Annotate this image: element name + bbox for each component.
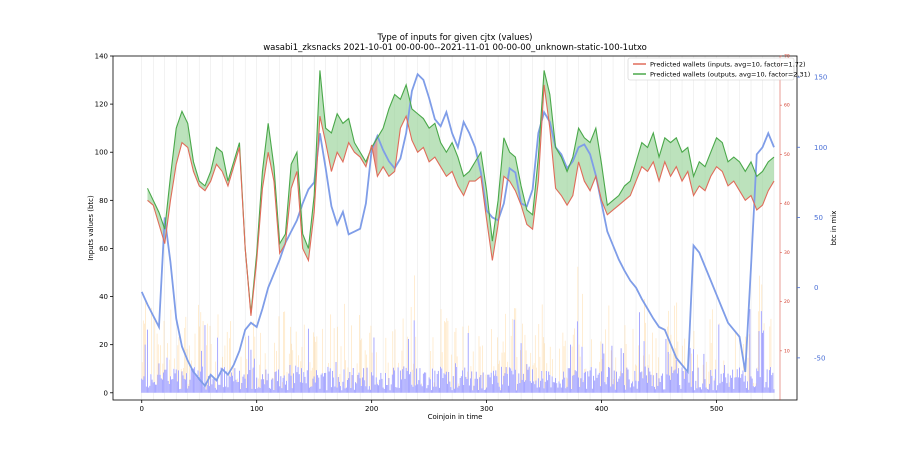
y-tick-label: 120 [95,101,108,109]
y-tick-label: 0 [104,389,108,397]
y-tick-label: 100 [95,149,108,157]
legend: Predicted wallets (inputs, avg=10, facto… [627,57,810,81]
line-layer [140,70,775,388]
y2-tick-label: -50 [814,354,825,362]
y2-tick-label: 50 [814,214,823,222]
y-tick-label: 140 [95,53,108,61]
legend-label-outputs: Predicted wallets (outputs, avg=10, fact… [650,71,810,79]
y-tick-label: 80 [99,197,108,205]
legend-label-inputs: Predicted wallets (inputs, avg=10, facto… [650,61,806,69]
y-axis-label: Inputs values (btc) [87,195,95,261]
x-tick-label: 300 [480,405,493,413]
x-axis-label: Coinjoin in time [428,413,483,421]
y2-tick-label: 150 [814,74,827,82]
legend-box [627,57,795,81]
y-tick-label: 40 [99,293,108,301]
y-tick-label: 60 [99,245,108,253]
y2-axis-label: btc in mix [830,211,838,246]
axis-layer: 0 100 200 300 400 500020406080100120140102030… [95,53,828,414]
y3-tick-label: 40 [784,201,790,207]
y2-tick-label: 0 [814,284,818,292]
x-tick-label: 400 [595,405,608,413]
y2-tick-label: 100 [814,144,827,152]
chart-title: Type of inputs for given cjtx (values) [377,33,533,43]
y3-tick-label: 70 [784,54,790,60]
y3-tick-label: 50 [784,152,790,158]
bar-layer [141,266,775,393]
chart-subtitle: wasabi1_zksnacks 2021-10-01 00-00-00--20… [263,43,647,53]
series-line-btc-in-mix [140,72,775,388]
y3-tick-label: 30 [784,250,790,256]
y3-tick-label: 20 [784,299,790,305]
series-line-inputs [147,84,775,316]
x-tick-label: 500 [710,405,723,413]
plot-frame [112,55,798,401]
y3-tick-label: 10 [784,348,790,354]
x-tick-label: 100 [250,405,263,413]
grid-layer [141,56,775,400]
fill-layer [147,70,775,316]
y3-tick-label: 60 [784,103,790,109]
fill-between-series [147,70,775,316]
y-tick-label: 20 [99,341,108,349]
x-tick-label: 200 [365,405,378,413]
x-tick-label: 0 [140,405,144,413]
